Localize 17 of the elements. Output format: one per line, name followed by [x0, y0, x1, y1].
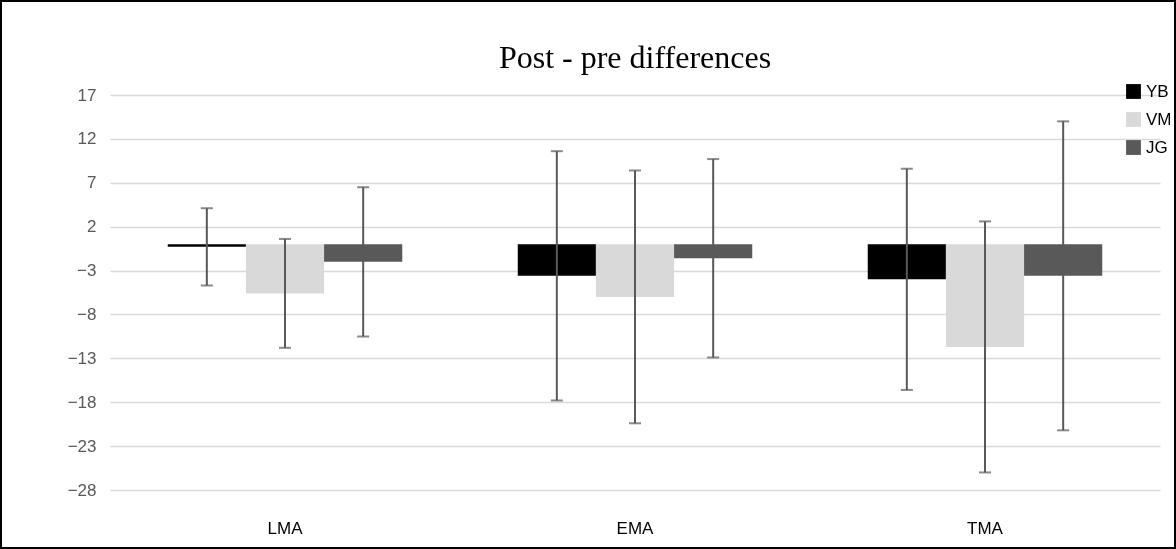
- y-tick-label: −28: [67, 480, 97, 500]
- y-tick-label: −8: [77, 304, 97, 324]
- x-tick-label: LMA: [267, 518, 304, 538]
- y-tick-label: −13: [67, 348, 97, 368]
- y-tick-label: −18: [67, 392, 97, 412]
- x-tick-label: EMA: [616, 518, 655, 538]
- y-tick-label: 2: [87, 217, 97, 237]
- chart-title: Post - pre differences: [498, 39, 772, 75]
- legend-label: YB: [1146, 81, 1169, 101]
- legend-label: VM: [1146, 109, 1172, 129]
- y-tick-label: −23: [67, 436, 97, 456]
- y-tick-label: −3: [77, 261, 97, 281]
- y-tick-label: 7: [87, 173, 97, 193]
- x-tick-label: TMA: [967, 518, 1004, 538]
- y-tick-label: 12: [77, 129, 97, 149]
- legend-label: JG: [1146, 137, 1168, 157]
- y-tick-label: 17: [77, 85, 97, 105]
